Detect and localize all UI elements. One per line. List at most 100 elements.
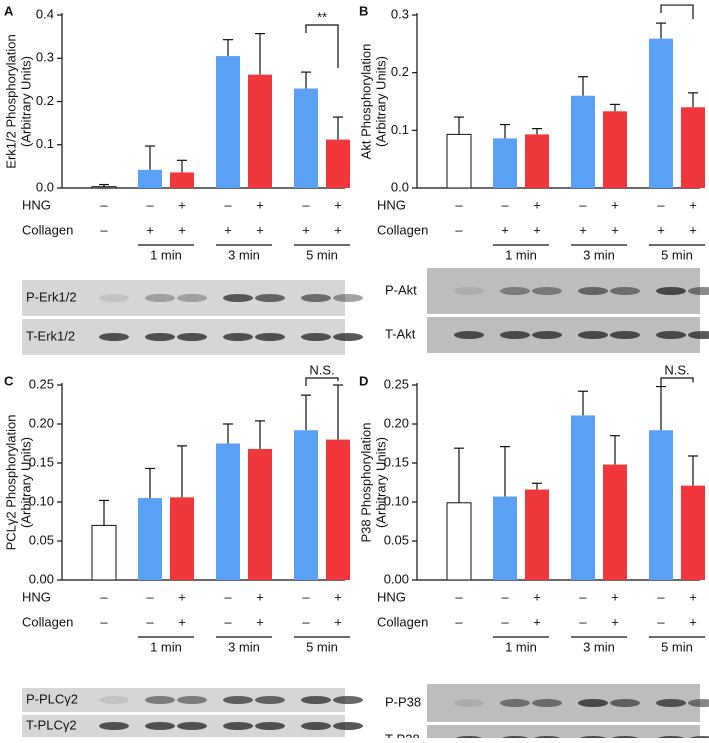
- treatment-mark: –: [302, 589, 310, 604]
- blot-label: P-P38: [385, 694, 421, 709]
- blot-band: [223, 722, 253, 730]
- group-label: 5 min: [661, 247, 693, 262]
- treatment-mark: –: [302, 614, 310, 629]
- blot-band: [688, 331, 709, 339]
- bar: [525, 489, 549, 580]
- y-tick-label: 0.05: [29, 532, 54, 547]
- group-label: 3 min: [583, 639, 615, 654]
- treatment-label: Collagen: [377, 222, 428, 237]
- blot-band: [656, 331, 686, 339]
- group-label: 5 min: [661, 639, 693, 654]
- blot-band: [223, 333, 253, 341]
- treatment-mark: +: [689, 614, 697, 629]
- blot-band: [145, 294, 175, 302]
- bar: [216, 56, 240, 189]
- treatment-mark: +: [256, 222, 264, 237]
- group-label: 1 min: [150, 639, 182, 654]
- y-tick-label: 0.00: [29, 571, 54, 586]
- treatment-mark: –: [657, 614, 665, 629]
- y-tick-label: 0.2: [391, 64, 409, 79]
- y-axis-label: (Arbitrary Units): [18, 437, 33, 528]
- treatment-mark: –: [579, 614, 587, 629]
- blot-band: [301, 294, 331, 302]
- treatment-mark: –: [455, 222, 463, 237]
- bar: [248, 448, 272, 580]
- y-tick-label: 0.0: [36, 179, 54, 194]
- blot-band: [500, 699, 530, 707]
- blot-band: [177, 333, 207, 341]
- group-label: 1 min: [505, 247, 537, 262]
- treatment-mark: +: [334, 589, 342, 604]
- blot-band: [610, 699, 640, 707]
- blot-background: [22, 280, 345, 316]
- bar: [170, 497, 194, 580]
- treatment-mark: –: [224, 614, 232, 629]
- y-tick-label: 0.3: [391, 6, 409, 21]
- blot-band: [688, 699, 709, 707]
- panel: B Akt Phosphorylation (Arbitrary Units) 0.0…: [358, 0, 709, 353]
- y-axis-label: (Arbitrary Units): [373, 56, 388, 147]
- y-axis-label: (Arbitrary Units): [18, 56, 33, 147]
- bar: [446, 502, 472, 581]
- bar: [326, 139, 350, 188]
- blot-band: [99, 696, 129, 704]
- bar: [294, 430, 318, 580]
- blot-band: [99, 722, 129, 730]
- treatment-mark: +: [533, 614, 541, 629]
- panel-letter: B: [359, 3, 368, 18]
- blot-band: [301, 722, 331, 730]
- blot-band: [301, 696, 331, 704]
- panel-letter: C: [4, 373, 14, 388]
- y-tick-label: 0.00: [384, 571, 409, 586]
- group-label: 1 min: [505, 639, 537, 654]
- treatment-mark: +: [611, 197, 619, 212]
- blot-label: T-Akt: [385, 326, 416, 341]
- blot-band: [610, 287, 640, 295]
- y-tick-label: 0.1: [36, 136, 54, 151]
- blot-band: [532, 331, 562, 339]
- y-axis-label: PCLγ2 Phosphorylation: [3, 415, 18, 551]
- bar: [681, 107, 705, 188]
- blot-band: [333, 696, 363, 704]
- treatment-mark: +: [501, 222, 509, 237]
- bar: [603, 111, 627, 188]
- blot-band: [333, 333, 363, 341]
- blot-band: [177, 696, 207, 704]
- bar: [91, 186, 117, 189]
- treatment-mark: –: [224, 197, 232, 212]
- treatment-label: HNG: [377, 589, 406, 604]
- treatment-mark: –: [100, 589, 108, 604]
- treatment-label: Collagen: [22, 614, 73, 629]
- significance-label: **: [317, 9, 327, 24]
- blot-label: P-Akt: [385, 282, 417, 297]
- blot-label: P-Erk1/2: [26, 289, 77, 304]
- treatment-label: HNG: [22, 197, 51, 212]
- blot-label: T-Erk1/2: [26, 328, 75, 343]
- blot-band: [454, 287, 484, 295]
- blot-band: [255, 294, 285, 302]
- bar: [493, 496, 517, 580]
- blot-band: [688, 287, 709, 295]
- y-tick-label: 0.0: [391, 179, 409, 194]
- bar: [326, 439, 350, 580]
- blot-band: [223, 696, 253, 704]
- bar: [170, 172, 194, 188]
- treatment-mark: –: [657, 589, 665, 604]
- bar: [603, 464, 627, 580]
- significance-bracket: [305, 377, 339, 386]
- blot-band: [255, 333, 285, 341]
- significance-bracket: [660, 377, 694, 386]
- y-tick-label: 0.05: [384, 532, 409, 547]
- treatment-mark: –: [146, 197, 154, 212]
- y-tick-label: 0.20: [384, 415, 409, 430]
- treatment-label: Collagen: [22, 222, 73, 237]
- y-tick-label: 0.15: [29, 454, 54, 469]
- significance-label: *: [674, 0, 679, 5]
- significance-bracket: [660, 4, 694, 20]
- treatment-mark: +: [334, 614, 342, 629]
- y-tick-label: 0.25: [384, 376, 409, 391]
- treatment-mark: +: [533, 197, 541, 212]
- blot-band: [578, 287, 608, 295]
- treatment-mark: –: [224, 589, 232, 604]
- y-tick-label: 0.1: [391, 122, 409, 137]
